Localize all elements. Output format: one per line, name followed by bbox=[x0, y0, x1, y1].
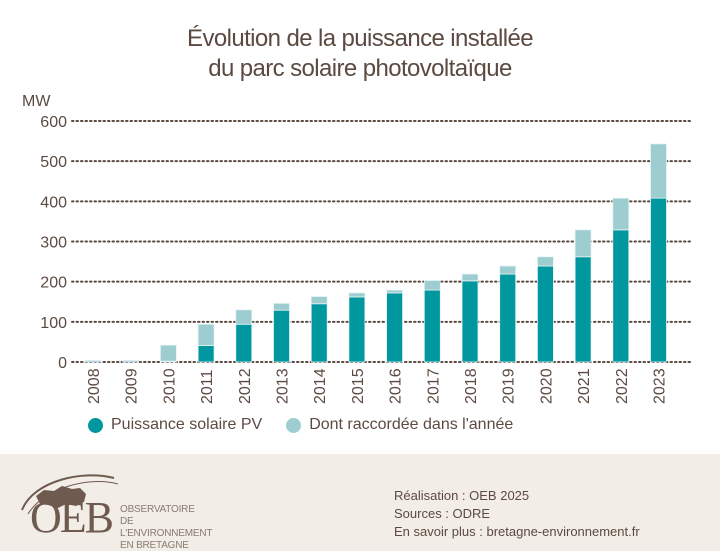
bar-puissance-2011 bbox=[197, 345, 215, 363]
bar-raccordee-2012 bbox=[235, 309, 253, 325]
y-tick-label: 600 bbox=[40, 114, 67, 131]
bar-puissance-2015 bbox=[348, 296, 366, 363]
y-tick-label: 0 bbox=[58, 355, 67, 372]
bar-puissance-2020 bbox=[537, 265, 554, 363]
bar-raccordee-2014 bbox=[310, 296, 328, 305]
x-tick-labels: 2008 2009 2010 2011 2012 2013 2014 2015 2016 2017… bbox=[86, 368, 669, 404]
legend: Puissance solaire PV Dont raccordée dans… bbox=[88, 416, 537, 434]
chart-title-line1: Évolution de la puissance installée bbox=[187, 25, 534, 52]
bar-puissance-2013 bbox=[273, 309, 290, 363]
credit-sources: Sources : ODRE bbox=[394, 506, 491, 521]
x-tick-label: 2021 bbox=[576, 368, 593, 404]
x-tick-label: 2012 bbox=[237, 368, 254, 404]
bar-puissance-2021 bbox=[574, 256, 592, 363]
bar-puissance-2016 bbox=[386, 292, 404, 363]
chart-title: Évolution de la puissance installée du p… bbox=[0, 24, 720, 84]
credit-realisation: Réalisation : OEB 2025 bbox=[394, 488, 530, 503]
gridlines bbox=[71, 120, 691, 363]
y-axis-label: MW bbox=[22, 93, 51, 110]
bar-raccordee-2021 bbox=[574, 229, 592, 258]
legend-swatch-light bbox=[286, 417, 302, 433]
bar-raccordee-2023 bbox=[650, 143, 667, 199]
legend-item-puissance: Puissance solaire PV bbox=[88, 416, 262, 434]
credits: Réalisation : OEB 2025 Sources : ODRE En… bbox=[394, 487, 640, 541]
bar-puissance-2017 bbox=[423, 289, 441, 363]
y-tick-labels: 0 100 200 300 400 500 600 bbox=[40, 114, 67, 372]
x-tick-label: 2009 bbox=[124, 368, 141, 404]
y-tick-label: 500 bbox=[40, 154, 67, 171]
x-tick-label: 2008 bbox=[86, 368, 103, 404]
bar-puissance-2014 bbox=[310, 303, 328, 363]
bar-puissance-2012 bbox=[235, 323, 253, 363]
footer: OEB OBSERVATOIRE DE L'ENVIRONNEMENT EN B… bbox=[0, 454, 720, 551]
y-tick-label: 200 bbox=[40, 275, 67, 292]
bar-raccordee-2011 bbox=[197, 323, 215, 346]
x-tick-label: 2016 bbox=[388, 368, 405, 404]
legend-item-raccordee: Dont raccordée dans l'année bbox=[286, 416, 513, 434]
x-tick-label: 2022 bbox=[614, 368, 631, 404]
bar-raccordee-2015 bbox=[348, 292, 366, 298]
x-tick-label: 2017 bbox=[425, 368, 442, 404]
bar-raccordee-2018 bbox=[461, 273, 479, 282]
logo-line1: OBSERVATOIRE bbox=[120, 504, 195, 515]
legend-label: Puissance solaire PV bbox=[111, 416, 263, 433]
y-tick-label: 100 bbox=[40, 315, 67, 332]
x-tick-label: 2020 bbox=[538, 368, 555, 404]
bar-raccordee-2020 bbox=[537, 256, 554, 267]
brittany-map-icon bbox=[21, 474, 119, 515]
bar-puissance-2019 bbox=[499, 273, 517, 363]
x-tick-label: 2015 bbox=[350, 368, 367, 404]
credit-more-info: En savoir plus : bretagne-environnement.… bbox=[394, 524, 640, 539]
bar-puissance-2018 bbox=[461, 280, 479, 363]
bar-raccordee-2008 bbox=[84, 359, 102, 363]
x-tick-label: 2010 bbox=[161, 368, 178, 404]
x-tick-label: 2011 bbox=[199, 369, 216, 404]
bar-raccordee-2022 bbox=[612, 197, 630, 231]
legend-label: Dont raccordée dans l'année bbox=[309, 416, 514, 433]
bar-raccordee-2017 bbox=[423, 280, 441, 291]
x-tick-label: 2013 bbox=[275, 368, 292, 404]
bar-raccordee-2019 bbox=[499, 265, 517, 275]
chart-title-line2: du parc solaire photovoltaïque bbox=[208, 55, 512, 82]
logo-abbr: OEB bbox=[30, 493, 114, 542]
bar-puissance-2023 bbox=[650, 197, 667, 363]
bar-raccordee-2009 bbox=[122, 359, 140, 363]
y-tick-label: 400 bbox=[40, 194, 67, 211]
x-tick-label: 2014 bbox=[312, 368, 329, 404]
bar-puissance-2022 bbox=[612, 229, 630, 363]
x-tick-label: 2018 bbox=[463, 368, 480, 404]
logo-line2: DE L'ENVIRONNEMENT bbox=[120, 516, 213, 539]
oeb-logo: OEB OBSERVATOIRE DE L'ENVIRONNEMENT EN B… bbox=[14, 470, 214, 551]
x-tick-label: 2019 bbox=[501, 368, 518, 404]
y-tick-label: 300 bbox=[40, 235, 67, 252]
x-tick-label: 2023 bbox=[652, 368, 669, 404]
logo-line3: EN BRETAGNE bbox=[120, 540, 189, 551]
bar-raccordee-2013 bbox=[273, 302, 290, 311]
bar-raccordee-2016 bbox=[386, 289, 404, 294]
legend-swatch-dark bbox=[88, 417, 103, 433]
logo-text: OBSERVATOIRE DE L'ENVIRONNEMENT EN BRETA… bbox=[120, 504, 214, 552]
bar-raccordee-2010 bbox=[159, 344, 177, 362]
bars bbox=[84, 143, 667, 363]
